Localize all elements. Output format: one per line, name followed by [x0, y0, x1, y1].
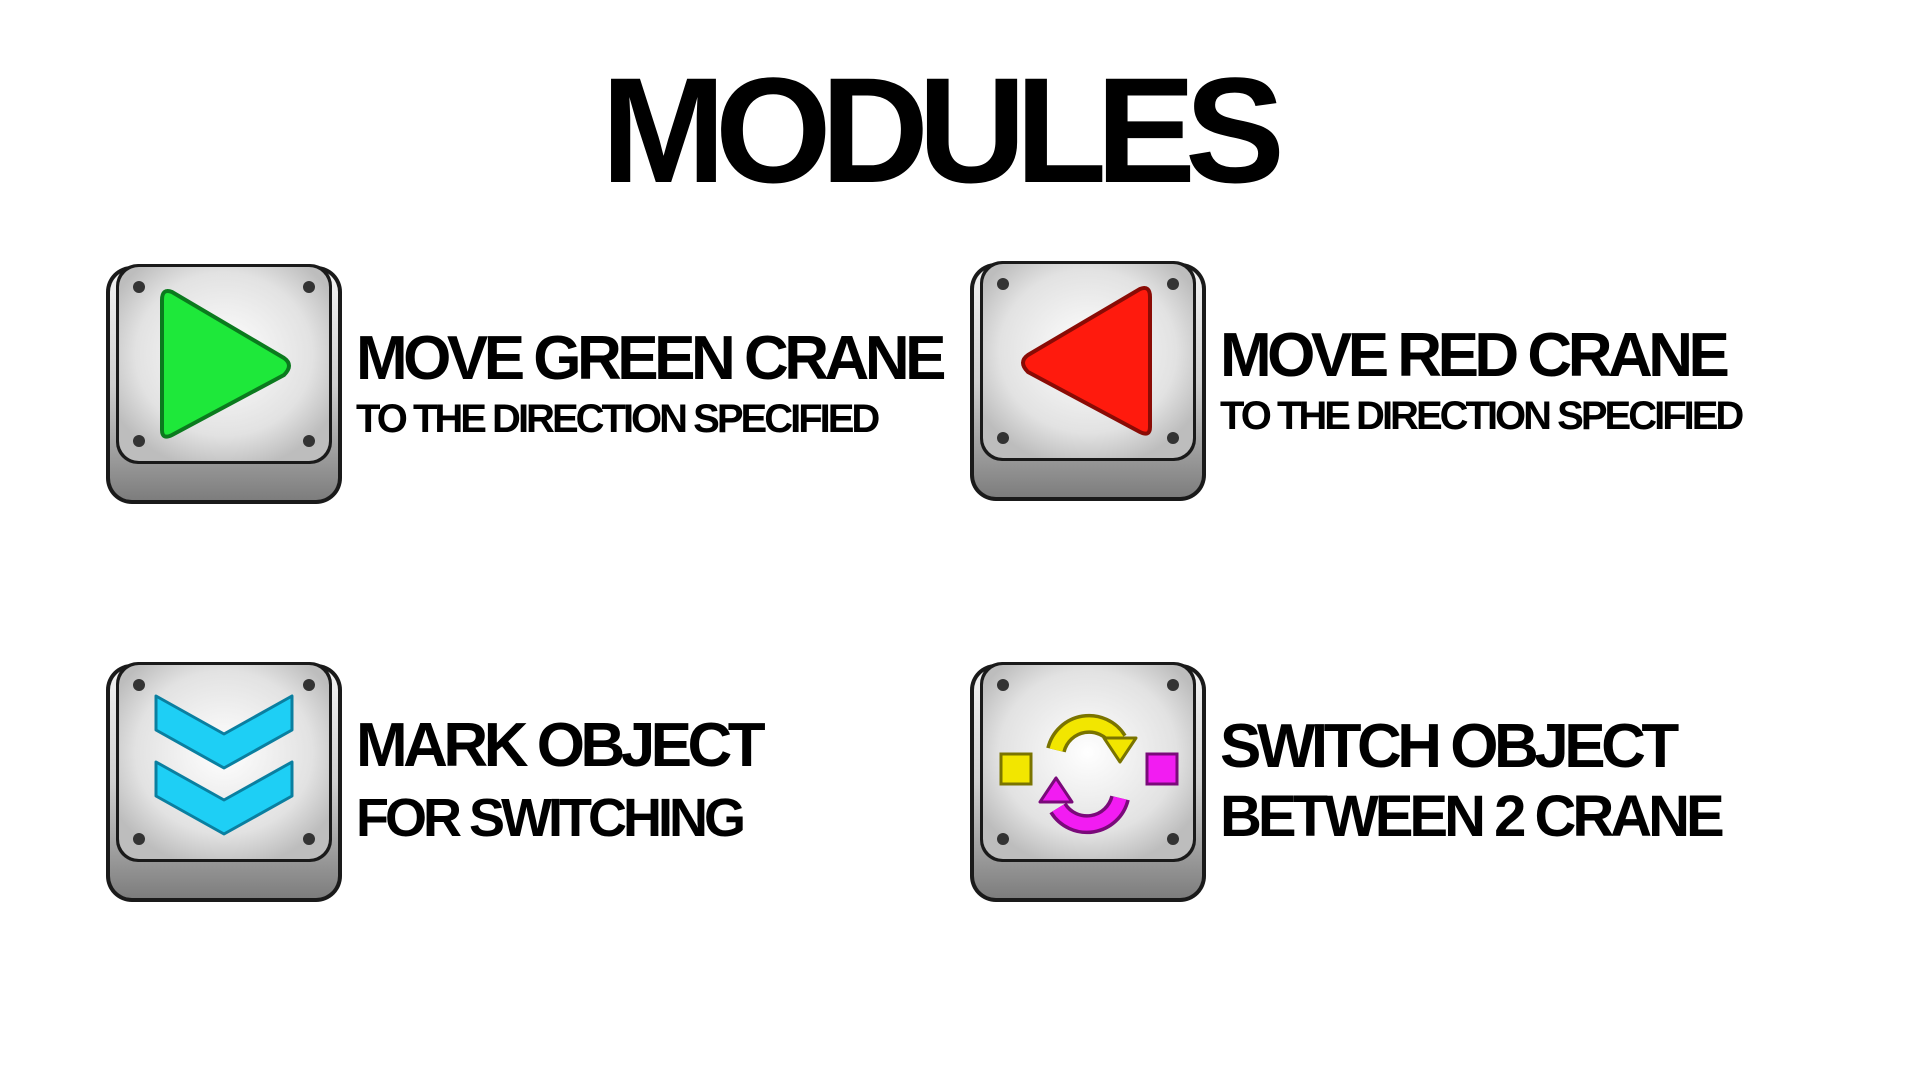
module-title: MOVE GREEN CRANE [356, 324, 946, 393]
switch-object-button[interactable] [968, 658, 1208, 906]
module-switch-object: SWITCH OBJECT BETWEEN 2 CRANE [968, 658, 1725, 906]
module-label: MARK OBJECT FOR SWITCHING [356, 710, 766, 854]
red-reverse-triangle-icon [1021, 286, 1152, 436]
page-title: MODULES [601, 46, 1285, 214]
module-label: SWITCH OBJECT BETWEEN 2 CRANE [1220, 712, 1725, 852]
module-description: TO THE DIRECTION SPECIFIED [1220, 394, 1744, 438]
move-green-crane-button[interactable] [104, 260, 344, 508]
module-move-green-crane: MOVE GREEN CRANE TO THE DIRECTION SPECIF… [104, 260, 946, 508]
mark-object-button[interactable] [104, 658, 344, 906]
module-label: MOVE RED CRANE TO THE DIRECTION SPECIFIE… [1220, 321, 1744, 441]
swap-cycle-arrows-icon [999, 713, 1179, 835]
module-description: BETWEEN 2 CRANE [1220, 784, 1725, 849]
module-title: MARK OBJECT [356, 711, 766, 780]
green-play-triangle-icon [160, 289, 291, 439]
move-red-crane-button[interactable] [968, 257, 1208, 505]
module-label: MOVE GREEN CRANE TO THE DIRECTION SPECIF… [356, 324, 946, 444]
blue-double-chevron-down-icon [154, 694, 294, 836]
module-title: SWITCH OBJECT [1220, 712, 1679, 781]
module-description: TO THE DIRECTION SPECIFIED [356, 397, 880, 441]
module-mark-object: MARK OBJECT FOR SWITCHING [104, 658, 766, 906]
module-move-red-crane: MOVE RED CRANE TO THE DIRECTION SPECIFIE… [968, 257, 1744, 505]
key-base [970, 662, 1206, 902]
module-description: FOR SWITCHING [356, 788, 746, 848]
module-title: MOVE RED CRANE [1220, 321, 1730, 390]
